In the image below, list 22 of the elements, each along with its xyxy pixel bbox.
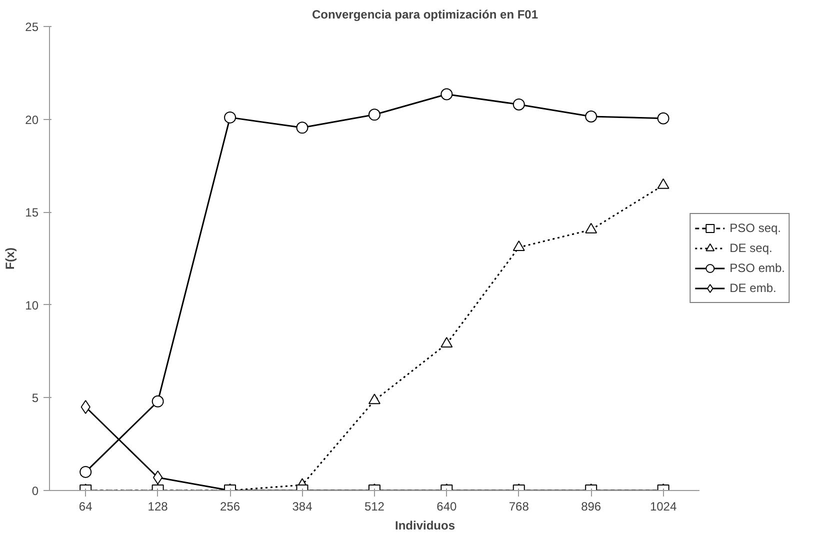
legend-label: DE emb. xyxy=(730,281,776,295)
legend-label: PSO seq. xyxy=(730,221,781,235)
x-axis-title: Individuos xyxy=(395,518,456,532)
y-tick-label: 0 xyxy=(32,484,39,498)
legend-label: DE seq. xyxy=(730,241,772,255)
y-axis-title: F(x) xyxy=(3,248,18,270)
x-tick-label: 640 xyxy=(436,500,457,514)
y-tick-label: 5 xyxy=(32,391,39,406)
x-tick-label: 384 xyxy=(292,500,313,514)
x-tick-label: 256 xyxy=(220,500,240,514)
legend-label: PSO emb. xyxy=(730,261,785,275)
y-tick-label: 10 xyxy=(25,298,39,312)
x-tick-label: 128 xyxy=(148,500,168,514)
x-tick-label: 64 xyxy=(78,500,93,514)
chart-title: Convergencia para optimización en F01 xyxy=(312,8,538,22)
y-tick-label: 25 xyxy=(25,20,39,34)
y-tick-label: 15 xyxy=(25,206,39,220)
x-tick-label: 768 xyxy=(508,500,530,514)
y-tick-label: 20 xyxy=(25,112,39,127)
x-tick-label: 896 xyxy=(581,500,602,514)
x-tick-label: 1024 xyxy=(650,500,677,514)
x-tick-label: 512 xyxy=(364,500,385,514)
